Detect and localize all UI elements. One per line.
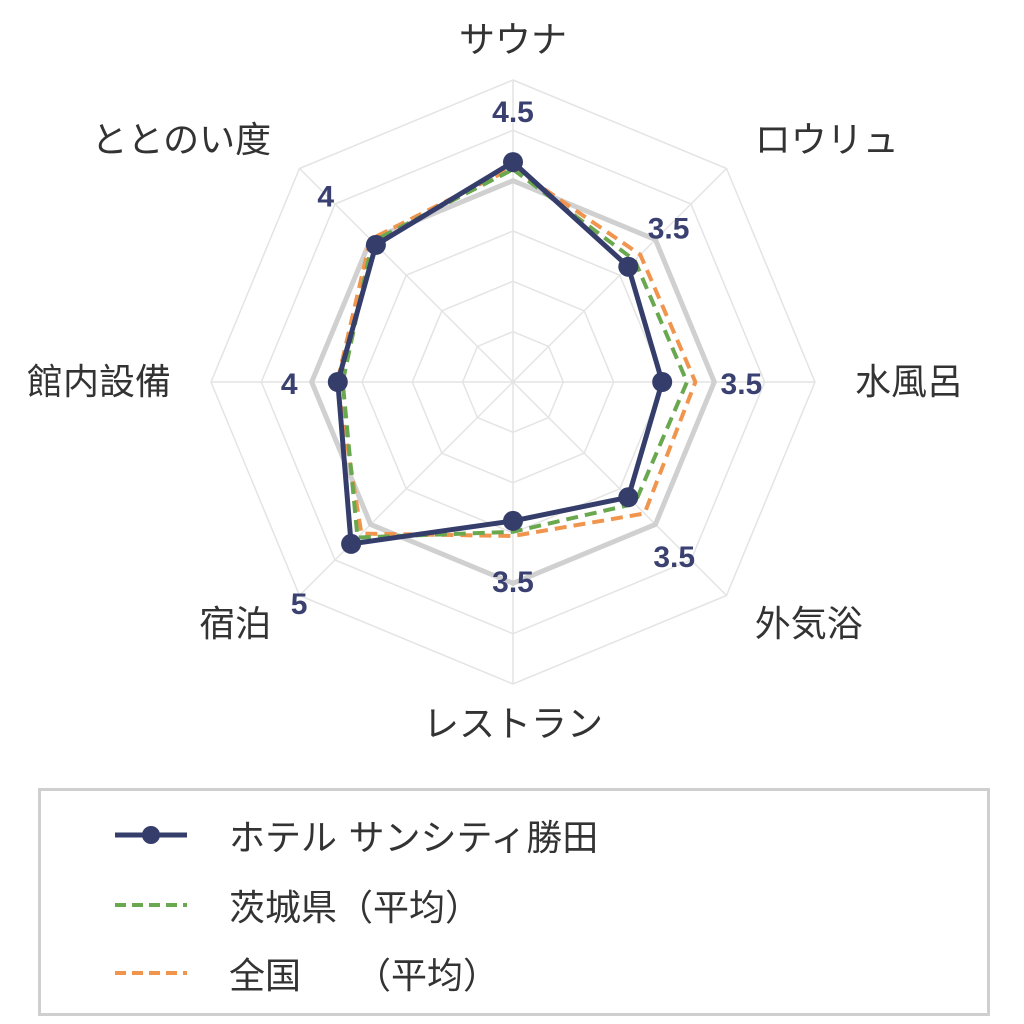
legend-swatch-national bbox=[115, 971, 187, 975]
axis-label-0: サウナ bbox=[459, 20, 567, 61]
series-point-2 bbox=[652, 372, 673, 392]
value-label-2: 3.5 bbox=[721, 368, 763, 401]
axis-label-2: 水風呂 bbox=[855, 362, 963, 403]
series-line-1 bbox=[340, 167, 689, 540]
legend-swatch-ibaraki bbox=[115, 903, 187, 907]
series-point-7 bbox=[365, 234, 386, 255]
value-label-0: 4.5 bbox=[492, 96, 534, 129]
legend: ホテル サンシティ勝田 茨城県（平均） 全国 （平均） bbox=[38, 788, 990, 1016]
value-label-5: 5 bbox=[291, 588, 308, 621]
grid-spoke-5 bbox=[298, 381, 514, 597]
grid-spoke-1 bbox=[512, 167, 728, 383]
series-line-2 bbox=[335, 165, 698, 538]
series-point-0 bbox=[503, 152, 523, 173]
outer-ring bbox=[308, 177, 718, 587]
axis-label-7: ととのい度 bbox=[92, 120, 272, 161]
legend-item-hotel: ホテル サンシティ勝田 bbox=[41, 805, 598, 865]
reference-ring bbox=[308, 177, 718, 587]
series-line-0 bbox=[335, 159, 665, 547]
value-label-1: 3.5 bbox=[648, 212, 690, 245]
grid-spoke-7 bbox=[298, 167, 514, 383]
value-label-6: 4 bbox=[281, 368, 298, 401]
axis-label-3: 外気浴 bbox=[755, 604, 863, 645]
value-labels: 4.5 3.5 3.5 3.5 3.5 5 4 4 bbox=[281, 96, 762, 621]
axis-label-6: 館内設備 bbox=[27, 362, 171, 403]
radar-grid bbox=[210, 79, 816, 685]
value-label-7: 4 bbox=[317, 181, 334, 214]
axis-label-4: レストラン bbox=[423, 704, 603, 745]
series-point-1 bbox=[618, 256, 639, 277]
series-point-4 bbox=[503, 510, 523, 531]
legend-label-ibaraki: 茨城県（平均） bbox=[229, 888, 482, 929]
legend-label-hotel: ホテル サンシティ勝田 bbox=[229, 818, 599, 859]
legend-swatch-hotel bbox=[115, 826, 187, 844]
series-point-6 bbox=[327, 372, 348, 392]
series-layer bbox=[327, 152, 698, 554]
legend-label-national: 全国 （平均） bbox=[229, 956, 500, 997]
series-point-3 bbox=[618, 487, 639, 508]
axis-label-5: 宿泊 bbox=[199, 604, 271, 645]
series-point-5 bbox=[341, 533, 362, 554]
axis-label-1: ロウリュ bbox=[755, 120, 899, 161]
value-label-4: 3.5 bbox=[492, 566, 534, 599]
legend-item-ibaraki: 茨城県（平均） bbox=[41, 875, 481, 935]
legend-item-national: 全国 （平均） bbox=[41, 943, 499, 1003]
value-label-3: 3.5 bbox=[653, 541, 695, 574]
grid-spoke-3 bbox=[512, 381, 728, 597]
